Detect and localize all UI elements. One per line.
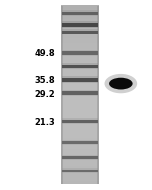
Bar <box>62 10 98 12</box>
Bar <box>62 143 98 145</box>
Bar <box>62 67 98 69</box>
Bar <box>62 123 98 124</box>
Bar <box>62 172 98 173</box>
Bar <box>62 76 98 78</box>
Bar <box>62 51 98 55</box>
Bar <box>62 140 98 141</box>
Text: 21.3: 21.3 <box>34 118 55 127</box>
Bar <box>61 6 63 184</box>
Bar <box>62 31 98 34</box>
Bar <box>62 12 98 15</box>
Bar <box>62 29 98 31</box>
Bar <box>62 81 98 83</box>
Bar <box>62 14 98 16</box>
Ellipse shape <box>105 74 137 93</box>
Bar <box>62 90 98 91</box>
Bar <box>62 54 98 56</box>
Bar <box>62 50 98 51</box>
Bar <box>97 6 99 184</box>
Bar <box>62 26 98 28</box>
Bar <box>62 141 98 144</box>
Bar <box>62 91 98 95</box>
Bar <box>62 168 98 169</box>
Bar <box>62 156 98 159</box>
Bar <box>62 33 98 34</box>
Bar <box>62 158 98 160</box>
Bar <box>62 65 98 68</box>
Bar <box>62 155 98 156</box>
Bar <box>62 120 98 123</box>
Bar <box>62 23 98 27</box>
Text: 29.2: 29.2 <box>34 89 55 99</box>
Bar <box>62 118 98 120</box>
Bar <box>62 94 98 96</box>
Text: 35.8: 35.8 <box>34 76 55 85</box>
Ellipse shape <box>109 78 133 89</box>
Bar <box>62 63 98 65</box>
Bar <box>62 78 98 82</box>
Bar <box>62 21 98 23</box>
Text: 49.8: 49.8 <box>34 49 55 58</box>
Bar <box>62 169 98 173</box>
